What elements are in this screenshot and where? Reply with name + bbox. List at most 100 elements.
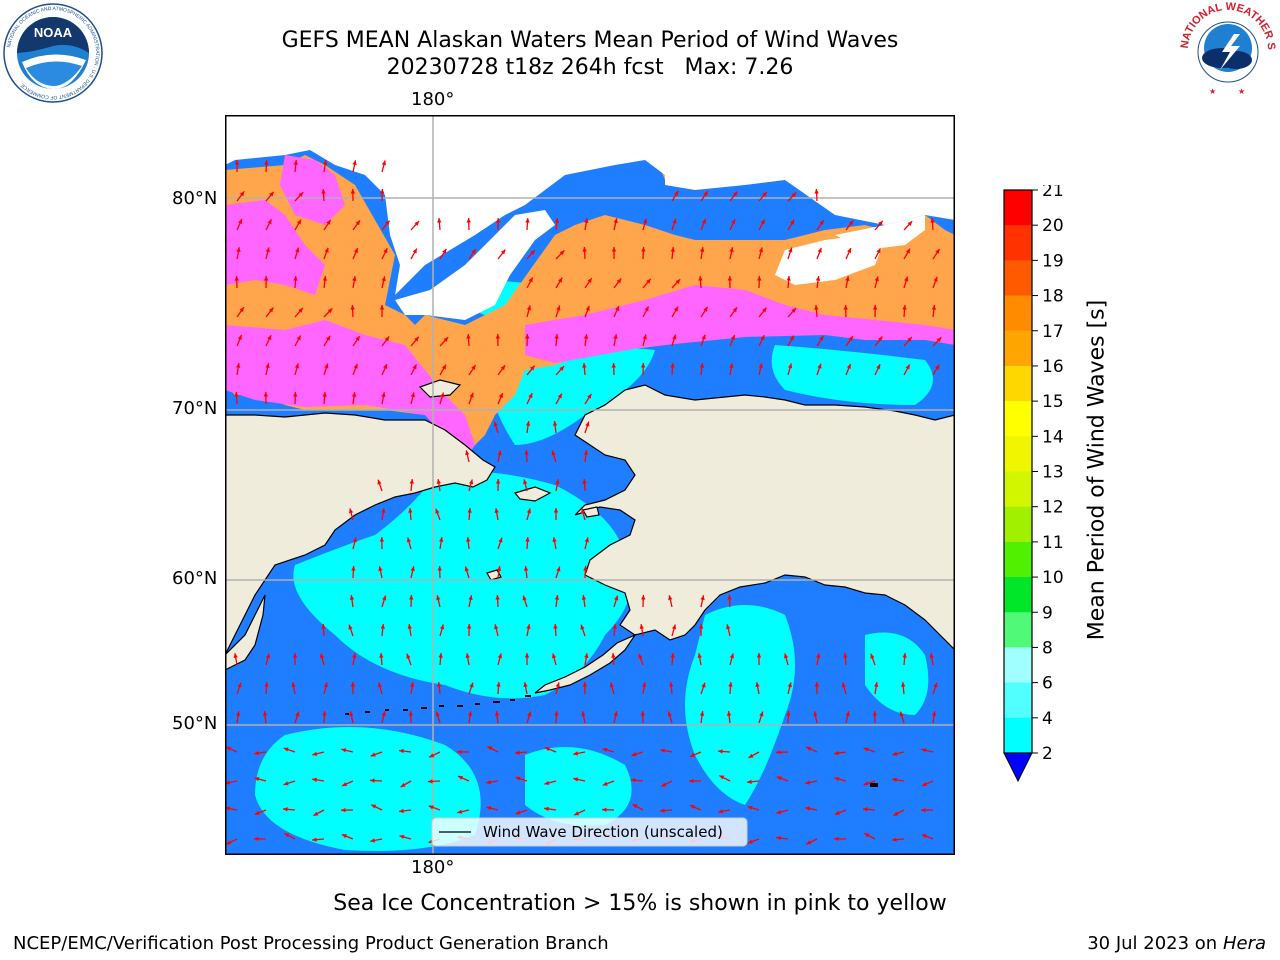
- wind-wave-arrowhead: [312, 751, 318, 756]
- wind-wave-arrowhead: [602, 747, 608, 753]
- wind-wave-arrowhead: [892, 777, 897, 782]
- wind-wave-arrowhead: [584, 653, 589, 658]
- wind-wave-arrowhead: [523, 479, 528, 485]
- colorbar-extend-arrow: [1003, 752, 1033, 783]
- wind-wave-arrowhead: [293, 392, 298, 397]
- wind-wave-arrowhead: [758, 363, 763, 369]
- wind-wave-arrowhead: [719, 775, 725, 780]
- colorbar-tick-label: 15: [1042, 392, 1064, 412]
- wind-wave-arrowhead: [465, 450, 470, 456]
- svg-text:★: ★: [1209, 87, 1216, 96]
- noaa-logo: NOAA NATIONAL OCEANIC AND ATMOSPHERIC AD…: [3, 3, 103, 103]
- wind-wave-arrowhead: [762, 191, 767, 197]
- wind-wave-arrowhead: [747, 839, 753, 844]
- wind-wave-arrowhead: [814, 682, 820, 687]
- wind-wave-arrowhead: [817, 363, 822, 369]
- wind-wave-arrowhead: [834, 836, 839, 842]
- wind-wave-arrowhead: [611, 247, 617, 252]
- wind-wave-arrowhead: [697, 653, 702, 658]
- wind-wave-arrowhead: [321, 624, 326, 629]
- wind-wave-arrowhead: [406, 653, 411, 659]
- wind-wave-arrowhead: [551, 653, 557, 659]
- wind-wave-arrowhead: [671, 624, 677, 630]
- wind-wave-arrowhead: [701, 682, 706, 688]
- wind-wave-arrowhead: [264, 682, 269, 687]
- wind-wave-arrowhead: [758, 247, 764, 253]
- wind-wave-arrowhead: [559, 366, 565, 371]
- wind-wave-arrowhead: [872, 305, 878, 310]
- wind-wave-arrowhead: [556, 566, 561, 572]
- wind-wave-arrowhead: [845, 711, 850, 717]
- wind-wave-arrowhead: [848, 336, 853, 342]
- wind-wave-arrowhead: [641, 595, 646, 600]
- land-areas: [225, 379, 955, 694]
- colorbar-band: [1004, 682, 1032, 719]
- wind-wave-arrowhead: [350, 305, 355, 310]
- wind-wave-arrowhead: [700, 247, 705, 252]
- wind-wave-arrowhead: [500, 249, 506, 255]
- wind-wave-arrowhead: [353, 247, 358, 253]
- wind-wave-arrowhead: [323, 160, 328, 165]
- wind-wave-arrowhead: [494, 508, 499, 513]
- wind-wave-arrowhead: [553, 624, 558, 629]
- wind-wave-arrowhead: [283, 781, 289, 786]
- wind-wave-arrowhead: [544, 747, 550, 752]
- wind-wave-arrowhead: [495, 479, 501, 484]
- wind-wave-arrowhead: [726, 711, 732, 716]
- wind-wave-arrowhead: [670, 247, 675, 252]
- map-gridlines: [225, 115, 955, 855]
- wind-wave-arrowhead: [582, 247, 587, 252]
- wind-wave-arrowhead: [747, 779, 752, 784]
- wind-wave-arrowhead: [670, 363, 675, 368]
- colorbar-band: [1004, 295, 1032, 332]
- wind-wave-arrowhead: [236, 247, 241, 253]
- wind-wave-arrowhead: [324, 247, 329, 253]
- wind-wave-arrowhead: [602, 781, 608, 786]
- wind-wave-arrowhead: [515, 776, 521, 781]
- wind-wave-arrowhead: [466, 537, 471, 542]
- wind-wave-arrowhead: [399, 748, 404, 754]
- wind-wave-arrowhead: [265, 247, 270, 253]
- wind-wave-arrowhead: [293, 160, 298, 165]
- wind-wave-arrowhead: [554, 334, 559, 339]
- wind-wave-arrowhead: [901, 682, 906, 687]
- wind-wave-arrowhead: [341, 834, 347, 839]
- wind-wave-arrowhead: [553, 508, 559, 513]
- wind-wave-arrowhead: [312, 777, 317, 782]
- wind-wave-arrowhead: [324, 363, 329, 369]
- wind-wave-arrowhead: [465, 653, 470, 658]
- wind-wave-arrowhead: [410, 392, 415, 398]
- wind-wave-arrowhead: [759, 711, 764, 717]
- wind-wave-arrowhead: [729, 247, 734, 253]
- wind-wave-arrowhead: [486, 806, 492, 811]
- colorbar-band: [1004, 260, 1032, 297]
- wind-wave-arrowhead: [789, 335, 794, 341]
- colorbar-tick-label: 8: [1042, 638, 1053, 658]
- wind-wave-arrowhead: [762, 307, 767, 313]
- wind-wave-arrowhead: [843, 305, 848, 310]
- wind-wave-arrowhead: [847, 248, 852, 254]
- wind-wave-arrowhead: [877, 336, 883, 342]
- wind-wave-arrowhead: [352, 653, 357, 658]
- wind-wave-arrowhead: [439, 624, 445, 630]
- wind-wave-arrowhead: [902, 305, 907, 310]
- wind-wave-arrowhead: [672, 334, 677, 340]
- wind-wave-arrowhead: [528, 277, 533, 283]
- wind-wave-arrowhead: [436, 595, 441, 601]
- wind-wave-arrowhead: [819, 335, 824, 341]
- chart-title: GEFS MEAN Alaskan Waters Mean Period of …: [281, 28, 899, 53]
- colorbar-tick-label: 10: [1042, 568, 1064, 588]
- wind-wave-arrowhead: [581, 711, 586, 717]
- colorbar-band: [1004, 225, 1032, 261]
- wind-wave-arrowhead: [486, 780, 491, 785]
- wind-wave-arrowhead: [747, 805, 753, 810]
- wind-wave-arrowhead: [458, 775, 464, 780]
- wind-wave-arrowhead: [863, 747, 869, 752]
- wind-wave-arrowhead: [817, 247, 822, 253]
- wind-wave-arrowhead: [525, 421, 531, 426]
- colorbar-band: [1004, 330, 1032, 367]
- wind-wave-arrowhead: [748, 753, 754, 758]
- wind-wave-arrowhead: [557, 277, 563, 283]
- wind-wave-arrowhead: [583, 334, 589, 339]
- wind-wave-arrowhead: [905, 364, 910, 370]
